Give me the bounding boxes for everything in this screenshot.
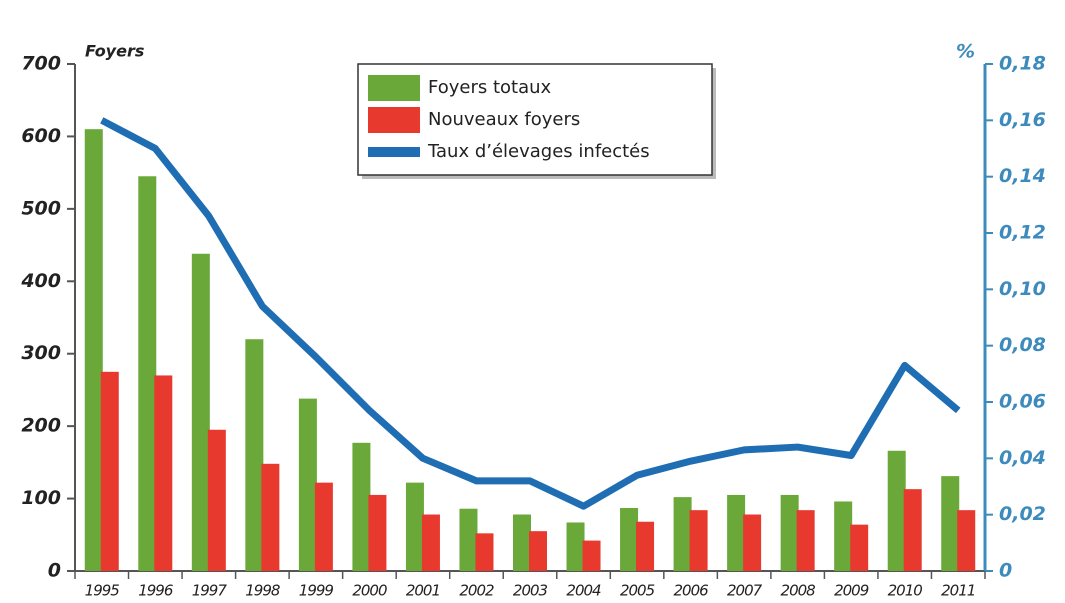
bar: [475, 533, 494, 571]
bar: [834, 501, 853, 571]
bar: [743, 514, 762, 571]
bar: [566, 522, 585, 571]
x-tick-label: 2006: [673, 582, 708, 600]
y2-tick-label: 0,04: [999, 447, 1046, 469]
y-tick-label: 200: [21, 415, 61, 437]
bar: [191, 253, 210, 571]
y2-axis-label: %: [956, 41, 975, 63]
legend-label: Nouveaux foyers: [428, 109, 580, 130]
bar: [689, 510, 708, 571]
bar: [405, 482, 424, 571]
bar: [796, 510, 815, 571]
x-tick-label: 2004: [566, 582, 601, 600]
bar: [314, 482, 333, 571]
y-axis-label: Foyers: [85, 42, 144, 61]
bar: [352, 442, 371, 571]
bar: [903, 489, 922, 571]
y-tick-label: 500: [21, 197, 61, 219]
x-tick-label: 1997: [192, 582, 228, 600]
y-tick-label: 400: [20, 270, 61, 292]
y2-tick-label: 0,08: [999, 334, 1046, 356]
x-tick-label: 2002: [459, 582, 494, 600]
y2-tick-label: 0,18: [999, 53, 1046, 75]
bar: [245, 339, 264, 571]
x-tick-label: 2007: [727, 582, 763, 600]
bar: [84, 129, 103, 571]
y-tick-label: 0: [48, 560, 61, 582]
bar: [421, 514, 440, 571]
bar: [620, 507, 639, 571]
y2-tick-label: 0,10: [999, 278, 1046, 300]
x-tick-label: 1999: [299, 582, 334, 600]
y2-tick-label: 0: [999, 560, 1012, 582]
x-tick-label: 2003: [513, 582, 548, 600]
line: [100, 117, 961, 510]
bar: [673, 497, 692, 571]
y-tick-label: 700: [21, 53, 61, 75]
bar: [368, 494, 387, 571]
legend-label: Taux d’élevages infectés: [427, 141, 650, 162]
bar: [780, 494, 799, 571]
bar: [529, 531, 547, 571]
x-tick-label: 1995: [85, 582, 120, 600]
x-tick-label: 1998: [245, 582, 280, 600]
legend-swatch: [368, 147, 420, 157]
bar: [941, 476, 960, 571]
x-tick-label: 2009: [834, 582, 869, 600]
y2-tick-label: 0,02: [999, 503, 1046, 525]
bar: [887, 450, 906, 571]
bar: [582, 540, 601, 571]
bar: [727, 494, 746, 571]
x-tick-label: 2001: [406, 582, 440, 600]
y-tick-label: 600: [21, 125, 61, 147]
x-tick-label: 2008: [781, 582, 816, 600]
bar: [636, 521, 655, 571]
y-tick-label: 100: [21, 487, 61, 509]
legend-label: Foyers totaux: [428, 77, 552, 98]
bar: [138, 176, 157, 571]
bar: [261, 463, 280, 571]
y2-tick-label: 0,16: [999, 109, 1046, 131]
x-tick-label: 2011: [941, 582, 975, 600]
bar: [957, 510, 976, 571]
bar: [154, 375, 173, 571]
bar: [850, 524, 869, 571]
legend-swatch: [368, 107, 420, 133]
legend-swatch: [368, 75, 420, 101]
y2-tick-label: 0,14: [999, 165, 1046, 187]
bar: [513, 514, 531, 571]
bar: [207, 429, 226, 571]
x-tick-label: 2005: [620, 582, 655, 600]
bar: [298, 398, 317, 571]
bar: [100, 371, 119, 571]
y2-tick-label: 0,06: [999, 391, 1046, 413]
x-tick-label: 2000: [352, 582, 387, 600]
x-tick-label: 2010: [888, 582, 923, 600]
bar: [459, 508, 478, 571]
y2-tick-label: 0,12: [999, 222, 1046, 244]
y-tick-label: 300: [21, 342, 61, 364]
x-tick-label: 1996: [138, 582, 173, 600]
